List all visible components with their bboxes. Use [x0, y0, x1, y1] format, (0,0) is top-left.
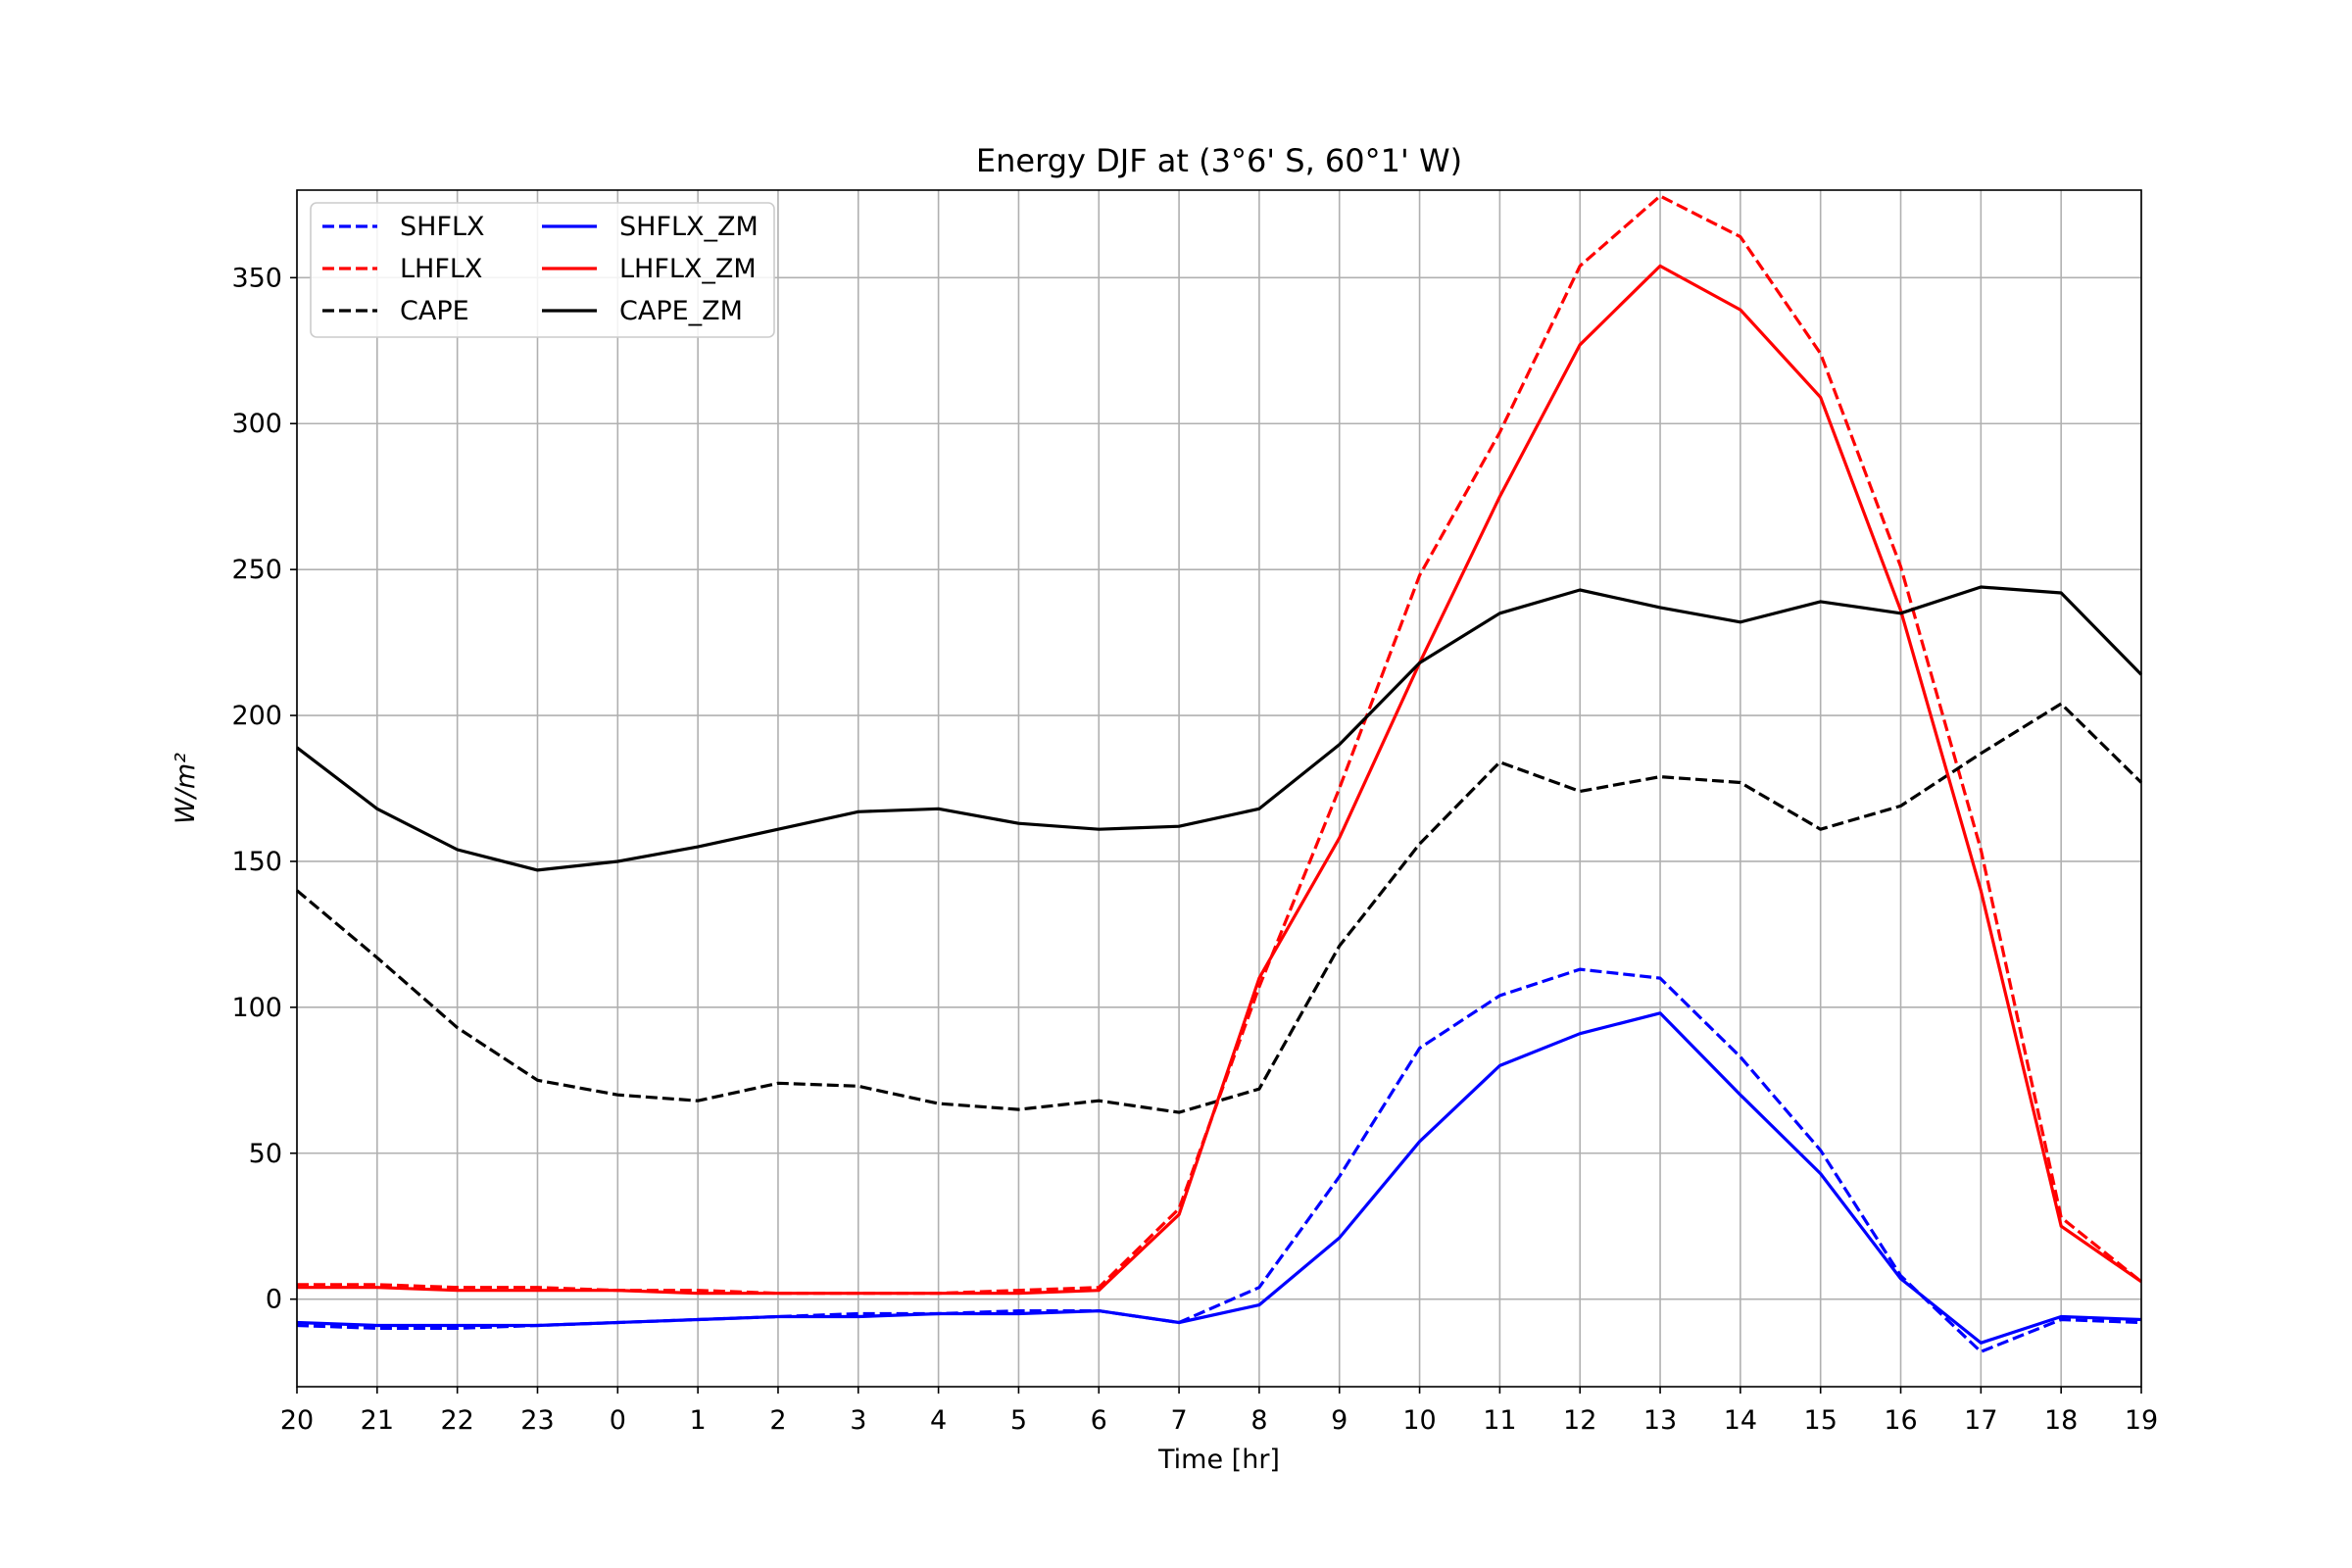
- legend-label: CAPE_ZM: [619, 296, 743, 326]
- legend-label: SHFLX: [400, 212, 485, 242]
- legend-label: SHFLX_ZM: [619, 212, 759, 242]
- y-tick-label: 100: [231, 993, 282, 1023]
- y-tick-label: 50: [249, 1139, 282, 1169]
- x-tick-label: 6: [1091, 1405, 1107, 1436]
- x-tick-label: 10: [1402, 1405, 1436, 1436]
- x-tick-label: 1: [690, 1405, 707, 1436]
- y-tick-label: 200: [231, 701, 282, 731]
- series-line-cape-zm: [296, 585, 2143, 872]
- series-line-cape: [295, 702, 2143, 1114]
- legend-label: LHFLX_ZM: [619, 254, 757, 284]
- chart-title: Energy DJF at (3°6' S, 60°1' W): [976, 142, 1462, 179]
- x-tick-label: 13: [1643, 1405, 1677, 1436]
- x-axis-label: Time [hr]: [1157, 1445, 1280, 1475]
- x-tick-label: 0: [610, 1405, 626, 1436]
- x-tick-label: 11: [1483, 1405, 1516, 1436]
- y-tick-label: 300: [231, 409, 282, 439]
- x-tick-label: 2: [769, 1405, 786, 1436]
- x-tick-label: 7: [1170, 1405, 1187, 1436]
- series-line-lhflx-zm: [297, 264, 2142, 1296]
- y-axis-label: W/m²: [171, 753, 201, 824]
- y-tick-label: 150: [231, 847, 282, 877]
- grid: [296, 190, 2142, 1387]
- x-tick-label: 9: [1331, 1405, 1348, 1436]
- x-tick-label: 3: [850, 1405, 866, 1436]
- x-tick-label: 19: [2125, 1405, 2158, 1436]
- x-tick-label: 21: [361, 1405, 394, 1436]
- x-tick-label: 8: [1250, 1405, 1267, 1436]
- x-tick-label: 15: [1804, 1405, 1838, 1436]
- series-line-shflx-zm: [296, 1011, 2142, 1345]
- x-tick-label: 17: [1964, 1405, 1997, 1436]
- ticks: 20 21 22 23 0 1 2 3 4 5 6 7 8 9 10 11 12 13 14 15 16 17 18 1905…: [231, 263, 2158, 1436]
- y-tick-label: 0: [266, 1285, 282, 1315]
- x-tick-label: 20: [280, 1405, 314, 1436]
- legend: SHFLX LHFLX CAPE SHFLX_ZM LHFLX_ZM CAPE_ZM: [310, 202, 775, 338]
- x-tick-label: 14: [1724, 1405, 1757, 1436]
- y-tick-label: 350: [231, 263, 282, 293]
- x-tick-label: 4: [930, 1405, 947, 1436]
- series-lines: [295, 194, 2143, 1353]
- x-tick-label: 5: [1010, 1405, 1027, 1436]
- y-tick-label: 250: [231, 555, 282, 585]
- x-tick-label: 16: [1884, 1405, 1917, 1436]
- x-tick-label: 23: [520, 1405, 554, 1436]
- legend-label: LHFLX: [400, 254, 482, 284]
- x-tick-label: 18: [2044, 1405, 2078, 1436]
- legend-label: CAPE: [400, 296, 469, 326]
- x-tick-label: 12: [1563, 1405, 1596, 1436]
- x-tick-label: 22: [440, 1405, 473, 1436]
- plot-frame: [296, 189, 2142, 1388]
